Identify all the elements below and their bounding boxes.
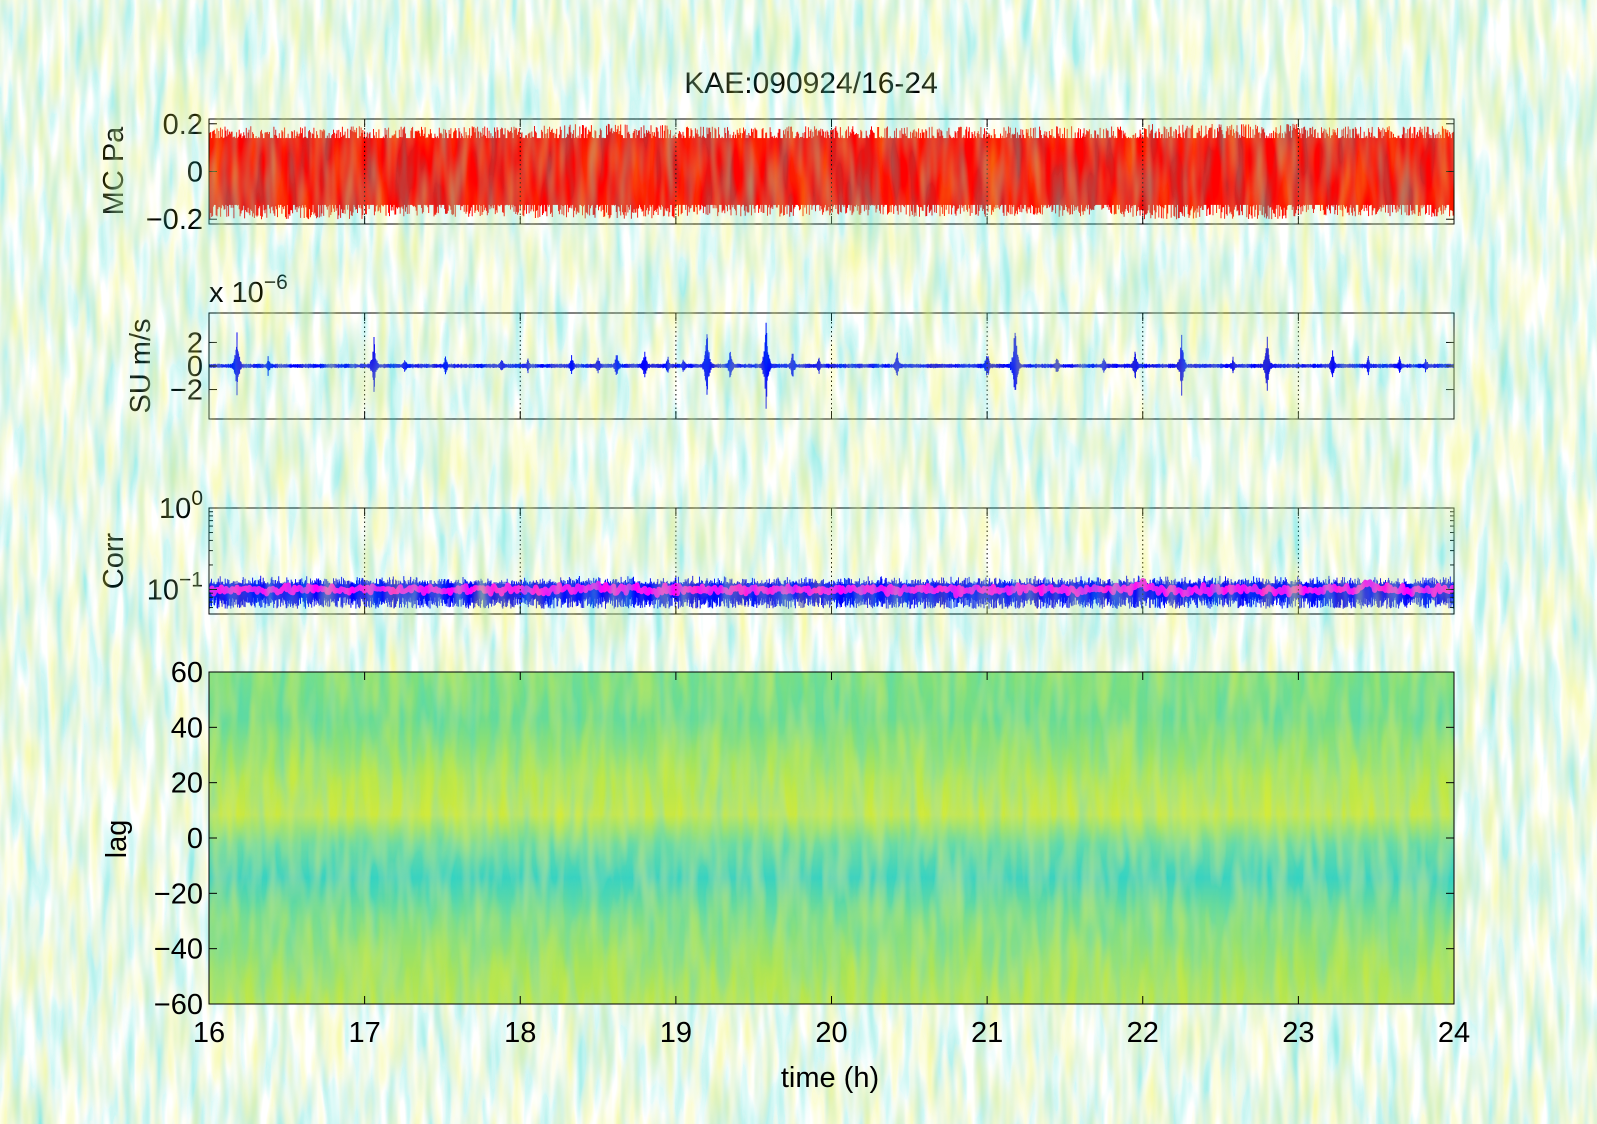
lag-y-tick-label: 20 xyxy=(171,768,203,800)
time-x-ticks: 16 17 18 19 20 21 22 23 24 xyxy=(193,672,1470,1049)
correlation-y-tick-label: 10−1 xyxy=(147,568,203,606)
seismic-y-label: SU m/s xyxy=(125,318,157,413)
pressure-y-ticks: −0.2 0 0.2 xyxy=(146,109,1455,236)
seismic-exponent: x 10−6 xyxy=(209,271,288,309)
pressure-y-tick-label: −0.2 xyxy=(146,204,203,236)
seismic-y-tick-label: 0 xyxy=(187,351,203,383)
lag-y-label: lag xyxy=(101,820,133,859)
lag-heatmap-cells xyxy=(209,672,1454,1004)
correlation-y-tick-label: 100 xyxy=(159,487,203,525)
time-x-tick-label: 22 xyxy=(1127,1017,1159,1049)
lag-y-tick-label: −60 xyxy=(154,989,203,1021)
panel-seismic: −202 x 10−6 SU m/s xyxy=(125,271,1455,420)
correlation-y-label: Corr xyxy=(98,532,130,589)
lag-y-tick-label: 0 xyxy=(187,823,203,855)
lag-y-tick-label: −40 xyxy=(154,934,203,966)
time-x-tick-label: 23 xyxy=(1282,1017,1314,1049)
seismic-exponent-base: x 10 xyxy=(209,277,264,309)
pressure-y-label: MC Pa xyxy=(98,126,130,216)
time-x-tick-label: 20 xyxy=(815,1017,847,1049)
time-x-tick-label: 21 xyxy=(971,1017,1003,1049)
pressure-trace xyxy=(208,123,1455,220)
time-x-tick-label: 16 xyxy=(193,1017,225,1049)
pressure-y-tick-label: 0 xyxy=(187,157,203,189)
chart-title: KAE:090924/16-24 xyxy=(684,67,938,100)
seismic-y-ticks: −202 xyxy=(170,313,1455,419)
panel-pressure: −0.2 0 0.2 MC Pa xyxy=(98,109,1455,236)
time-x-tick-label: 17 xyxy=(348,1017,380,1049)
correlation-y-ticks: 10−1 100 xyxy=(147,487,1455,615)
time-x-label: time (h) xyxy=(781,1062,879,1094)
lag-y-tick-label: −20 xyxy=(154,878,203,910)
lag-y-tick-label: 60 xyxy=(171,657,203,689)
panel-correlation: 10−1 100 Corr xyxy=(98,487,1455,615)
time-x-tick-label: 18 xyxy=(504,1017,536,1049)
seismic-y-tick-label: 2 xyxy=(187,327,203,359)
seismic-exponent-power: −6 xyxy=(264,271,288,294)
lag-y-ticks: −60 −40 −20 0 20 40 60 xyxy=(154,657,1454,1021)
time-x-tick-label: 19 xyxy=(660,1017,692,1049)
pressure-y-tick-label: 0.2 xyxy=(163,109,203,141)
seismic-y-tick-label: −2 xyxy=(170,375,203,407)
time-x-tick-label: 24 xyxy=(1438,1017,1470,1049)
lag-y-tick-label: 40 xyxy=(171,712,203,744)
lag-heatmap-field xyxy=(209,672,1454,1004)
